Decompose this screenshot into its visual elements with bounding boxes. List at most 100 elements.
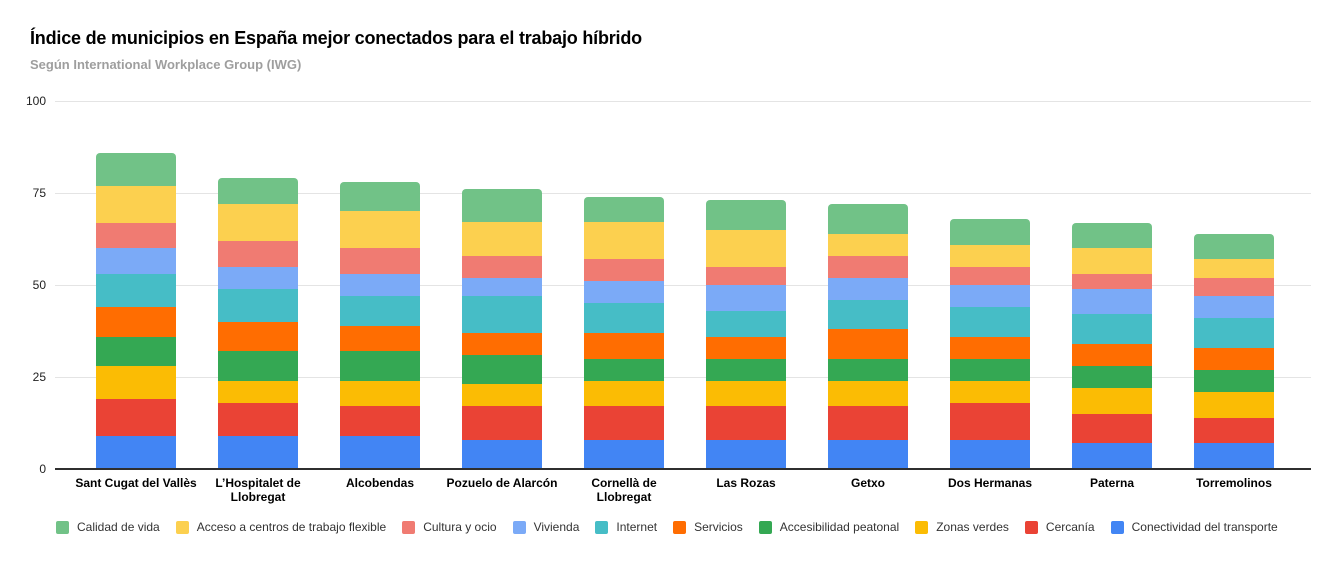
bar-segment-internet[interactable] [96,274,176,308]
bar-segment-vivienda[interactable] [218,266,298,289]
bar-segment-calidad-de-vida[interactable] [828,204,908,234]
bar-segment-conectividad-del-transporte[interactable] [584,439,664,469]
bar-segment-calidad-de-vida[interactable] [462,189,542,223]
bar-segment-zonas-verdes[interactable] [462,384,542,407]
bar-segment-cultura-y-ocio[interactable] [950,266,1030,286]
bar-segment-acceso-a-centros-de-trabajo-flexible[interactable] [950,244,1030,267]
bar-segment-acceso-a-centros-de-trabajo-flexible[interactable] [218,204,298,241]
bar-segment-conectividad-del-transporte[interactable] [96,435,176,469]
bar-segment-vivienda[interactable] [584,281,664,304]
bar-segment-conectividad-del-transporte[interactable] [340,435,420,469]
bar-segment-cercania[interactable] [1194,417,1274,444]
bar-segment-cercania[interactable] [706,406,786,440]
bar-segment-calidad-de-vida[interactable] [218,178,298,205]
legend-item-internet[interactable]: Internet [595,520,657,534]
legend-item-cercania[interactable]: Cercanía [1024,520,1095,534]
bar-segment-internet[interactable] [340,296,420,326]
legend-item-zonas-verdes[interactable]: Zonas verdes [915,520,1009,534]
bar-segment-cultura-y-ocio[interactable] [584,259,664,282]
bar-segment-cultura-y-ocio[interactable] [340,248,420,274]
bar-segment-cultura-y-ocio[interactable] [1194,277,1274,297]
bar-segment-conectividad-del-transporte[interactable] [462,439,542,469]
bar-segment-acceso-a-centros-de-trabajo-flexible[interactable] [1194,259,1274,278]
legend-item-accesibilidad-peatonal[interactable]: Accesibilidad peatonal [758,520,899,534]
bar-segment-servicios[interactable] [1194,347,1274,370]
bar-segment-acceso-a-centros-de-trabajo-flexible[interactable] [584,222,664,260]
bar-segment-calidad-de-vida[interactable] [950,218,1030,245]
bar-segment-internet[interactable] [584,303,664,333]
bar-segment-internet[interactable] [218,288,298,322]
bar-segment-cultura-y-ocio[interactable] [828,255,908,278]
bar-segment-servicios[interactable] [1072,343,1152,366]
bar-segment-vivienda[interactable] [1194,296,1274,319]
bar-segment-accesibilidad-peatonal[interactable] [706,358,786,381]
bar-segment-servicios[interactable] [950,336,1030,359]
bar-segment-internet[interactable] [950,307,1030,337]
bar-segment-acceso-a-centros-de-trabajo-flexible[interactable] [828,233,908,256]
bar-segment-cercania[interactable] [828,406,908,440]
bar-segment-accesibilidad-peatonal[interactable] [96,336,176,366]
legend-item-vivienda[interactable]: Vivienda [512,520,579,534]
bar-segment-servicios[interactable] [828,329,908,359]
bar-segment-cultura-y-ocio[interactable] [1072,274,1152,289]
bar-segment-internet[interactable] [828,299,908,330]
bar-segment-acceso-a-centros-de-trabajo-flexible[interactable] [340,211,420,249]
bar-segment-cultura-y-ocio[interactable] [462,255,542,278]
bar-segment-servicios[interactable] [96,307,176,337]
bar-segment-calidad-de-vida[interactable] [96,152,176,186]
bar-segment-vivienda[interactable] [96,248,176,274]
bar-segment-accesibilidad-peatonal[interactable] [584,358,664,381]
legend-item-servicios[interactable]: Servicios [673,520,743,534]
bar-segment-servicios[interactable] [218,321,298,352]
bar-segment-zonas-verdes[interactable] [584,380,664,407]
bar-segment-conectividad-del-transporte[interactable] [218,435,298,469]
bar-segment-cultura-y-ocio[interactable] [706,266,786,286]
bar-segment-cercania[interactable] [340,406,420,436]
bar-segment-zonas-verdes[interactable] [828,380,908,407]
bar-segment-vivienda[interactable] [462,277,542,297]
legend-item-calidad-de-vida[interactable]: Calidad de vida [56,520,160,534]
bar-segment-cercania[interactable] [950,402,1030,440]
bar-segment-acceso-a-centros-de-trabajo-flexible[interactable] [1072,248,1152,274]
bar-segment-calidad-de-vida[interactable] [1072,222,1152,249]
bar-segment-servicios[interactable] [706,336,786,359]
bar-segment-vivienda[interactable] [706,285,786,311]
bar-segment-accesibilidad-peatonal[interactable] [340,351,420,381]
bar-segment-zonas-verdes[interactable] [950,380,1030,403]
bar-segment-accesibilidad-peatonal[interactable] [218,351,298,381]
legend-item-cultura-y-ocio[interactable]: Cultura y ocio [402,520,497,534]
bar-segment-cercania[interactable] [218,402,298,436]
bar-segment-zonas-verdes[interactable] [706,380,786,407]
bar-segment-cercania[interactable] [1072,413,1152,444]
bar-segment-calidad-de-vida[interactable] [584,196,664,223]
bar-segment-accesibilidad-peatonal[interactable] [1072,365,1152,389]
bar-segment-internet[interactable] [706,310,786,337]
bar-segment-vivienda[interactable] [1072,288,1152,315]
bar-segment-conectividad-del-transporte[interactable] [950,439,1030,469]
bar-segment-acceso-a-centros-de-trabajo-flexible[interactable] [96,185,176,223]
bar-segment-internet[interactable] [462,296,542,333]
bar-segment-acceso-a-centros-de-trabajo-flexible[interactable] [462,222,542,256]
bar-segment-servicios[interactable] [340,325,420,352]
bar-segment-servicios[interactable] [462,332,542,355]
bar-segment-zonas-verdes[interactable] [1194,391,1274,418]
bar-segment-calidad-de-vida[interactable] [1194,233,1274,260]
bar-segment-calidad-de-vida[interactable] [340,182,420,212]
bar-segment-zonas-verdes[interactable] [96,365,176,400]
bar-segment-cultura-y-ocio[interactable] [218,240,298,267]
bar-segment-cercania[interactable] [462,406,542,440]
bar-segment-conectividad-del-transporte[interactable] [1072,443,1152,469]
bar-segment-conectividad-del-transporte[interactable] [1194,443,1274,469]
bar-segment-vivienda[interactable] [828,277,908,300]
bar-segment-calidad-de-vida[interactable] [706,200,786,230]
bar-segment-zonas-verdes[interactable] [1072,388,1152,414]
bar-segment-cercania[interactable] [96,399,176,436]
bar-segment-accesibilidad-peatonal[interactable] [828,358,908,381]
bar-segment-conectividad-del-transporte[interactable] [828,439,908,469]
bar-segment-accesibilidad-peatonal[interactable] [950,358,1030,381]
bar-segment-vivienda[interactable] [950,285,1030,308]
bar-segment-cercania[interactable] [584,406,664,440]
legend-item-acceso-a-centros-de-trabajo-flexible[interactable]: Acceso a centros de trabajo flexible [175,520,386,534]
bar-segment-internet[interactable] [1072,314,1152,344]
legend-item-conectividad-del-transporte[interactable]: Conectividad del transporte [1110,520,1278,534]
